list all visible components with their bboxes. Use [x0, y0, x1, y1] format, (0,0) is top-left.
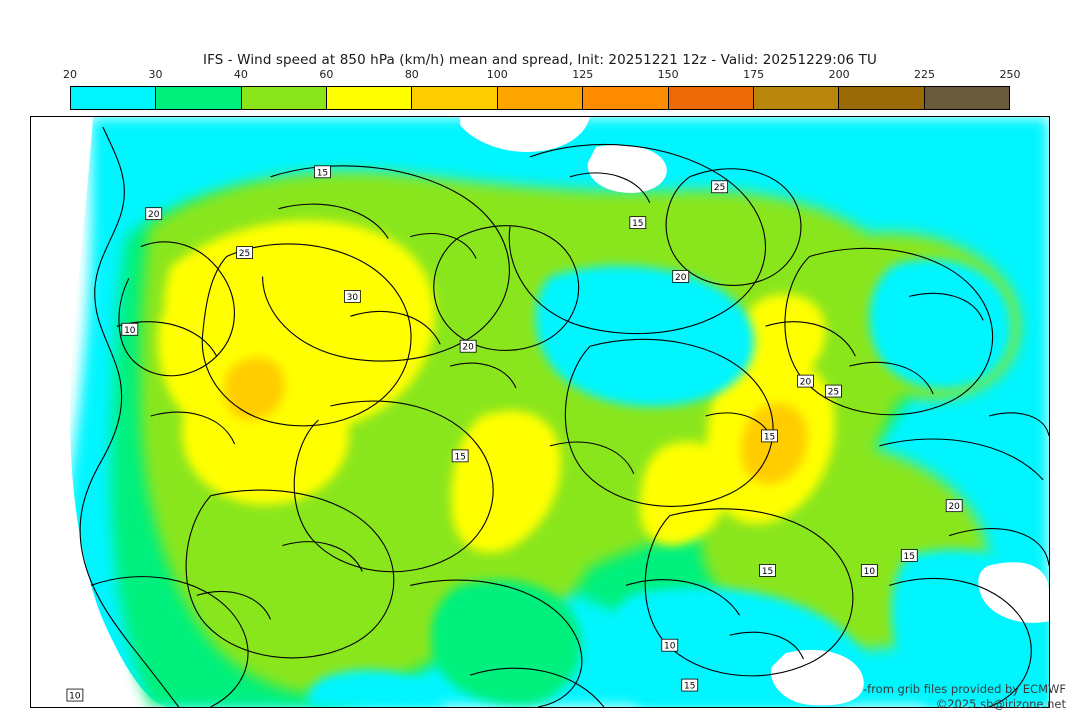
svg-text:25: 25 — [239, 249, 250, 259]
colorbar-segment-2 — [241, 87, 328, 109]
contour-label: 15 — [681, 678, 699, 692]
contour-label: 20 — [672, 270, 690, 283]
colorbar-segment-6 — [583, 87, 669, 109]
svg-text:10: 10 — [124, 326, 136, 336]
colorbar-gradient — [70, 86, 1010, 110]
no-data-wedge — [31, 117, 171, 707]
map-panel[interactable]: 20 10 25 15 30 20 15 15 20 25 15 20 25 10 15 10 15 20 10 15 — [30, 116, 1050, 708]
colorbar-segment-0 — [71, 87, 157, 109]
colorbar-tick-20: 20 — [63, 68, 77, 81]
contour-label: 25 — [711, 180, 729, 193]
svg-text:25: 25 — [714, 183, 725, 193]
contour-label: 20 — [145, 207, 163, 220]
svg-text:20: 20 — [462, 343, 474, 353]
colorbar-segment-9 — [839, 87, 925, 109]
svg-text:20: 20 — [800, 378, 812, 388]
colorbar-tick-250: 250 — [999, 68, 1021, 81]
svg-text:15: 15 — [317, 168, 328, 178]
band-80-100 — [224, 357, 808, 484]
svg-text:15: 15 — [454, 452, 465, 462]
contour-label: 15 — [314, 165, 331, 178]
colorbar-tick-30: 30 — [148, 68, 163, 81]
colorbar-tick-80: 80 — [404, 68, 419, 81]
map-fill-layer — [31, 117, 1049, 707]
contour-label: 15 — [759, 564, 776, 577]
colorbar-tick-100: 100 — [486, 68, 508, 81]
contour-label: 20 — [945, 499, 963, 512]
contour-label: 10 — [661, 638, 679, 652]
colorbar-tick-labels: 20 30 40 60 80 100 125 150 175 200 225 250 — [63, 68, 1021, 84]
svg-text:20: 20 — [948, 502, 960, 512]
colorbar-tick-200: 200 — [828, 68, 850, 81]
colorbar-tick-175: 175 — [743, 68, 765, 81]
svg-text:25: 25 — [828, 388, 839, 398]
coastline-layer — [79, 126, 1049, 707]
page-title: IFS - Wind speed at 850 hPa (km/h) mean … — [203, 52, 877, 68]
colorbar-segment-10 — [924, 87, 1009, 109]
colorbar-tick-225: 225 — [914, 68, 936, 81]
svg-text:15: 15 — [632, 219, 643, 229]
colorbar-segment-7 — [668, 87, 754, 109]
contour-label: 15 — [629, 216, 647, 229]
colorbar-segment-3 — [327, 87, 413, 109]
svg-text:20: 20 — [675, 273, 687, 283]
svg-text:10: 10 — [664, 642, 676, 652]
colorbar-tick-150: 150 — [657, 68, 679, 81]
colorbar-segment-4 — [412, 87, 498, 109]
contour-label: 25 — [236, 246, 253, 259]
svg-text:20: 20 — [148, 210, 160, 220]
colorbar-segment-5 — [497, 87, 584, 109]
svg-text:30: 30 — [347, 293, 359, 303]
svg-text:15: 15 — [762, 567, 773, 577]
colorbar-segment-8 — [753, 87, 840, 109]
contour-label: 25 — [825, 384, 842, 398]
contour-label: 10 — [66, 688, 84, 702]
colorbar-tick-60: 60 — [319, 68, 334, 81]
map-canvas: 20 10 25 15 30 20 15 15 20 25 15 20 25 10 15 10 15 20 10 15 — [31, 117, 1049, 707]
contour-label: 30 — [343, 290, 361, 303]
interior-cool-pockets — [307, 259, 1049, 707]
white-patches — [460, 117, 1049, 706]
contour-label: 20 — [459, 339, 477, 353]
colorbar-legend: 20 30 40 60 80 100 125 150 175 200 225 250 — [63, 68, 1021, 110]
colorbar-tick-40: 40 — [233, 68, 248, 81]
svg-text:10: 10 — [864, 567, 876, 577]
svg-text:15: 15 — [904, 552, 915, 562]
colorbar-segment-1 — [156, 87, 242, 109]
contour-label: 15 — [900, 549, 918, 562]
contour-label: 10 — [121, 322, 139, 336]
svg-text:15: 15 — [684, 682, 695, 692]
contour-label: 15 — [451, 449, 469, 462]
svg-text:15: 15 — [764, 432, 775, 442]
colorbar-tick-125: 125 — [572, 68, 594, 81]
contour-label: 20 — [797, 374, 814, 388]
contour-label-layer: 20 10 25 15 30 20 15 15 20 25 15 20 25 10 15 10 15 20 10 15 — [66, 165, 963, 702]
svg-text:10: 10 — [69, 692, 81, 702]
contour-label: 15 — [761, 429, 778, 442]
contour-label: 10 — [860, 564, 878, 577]
